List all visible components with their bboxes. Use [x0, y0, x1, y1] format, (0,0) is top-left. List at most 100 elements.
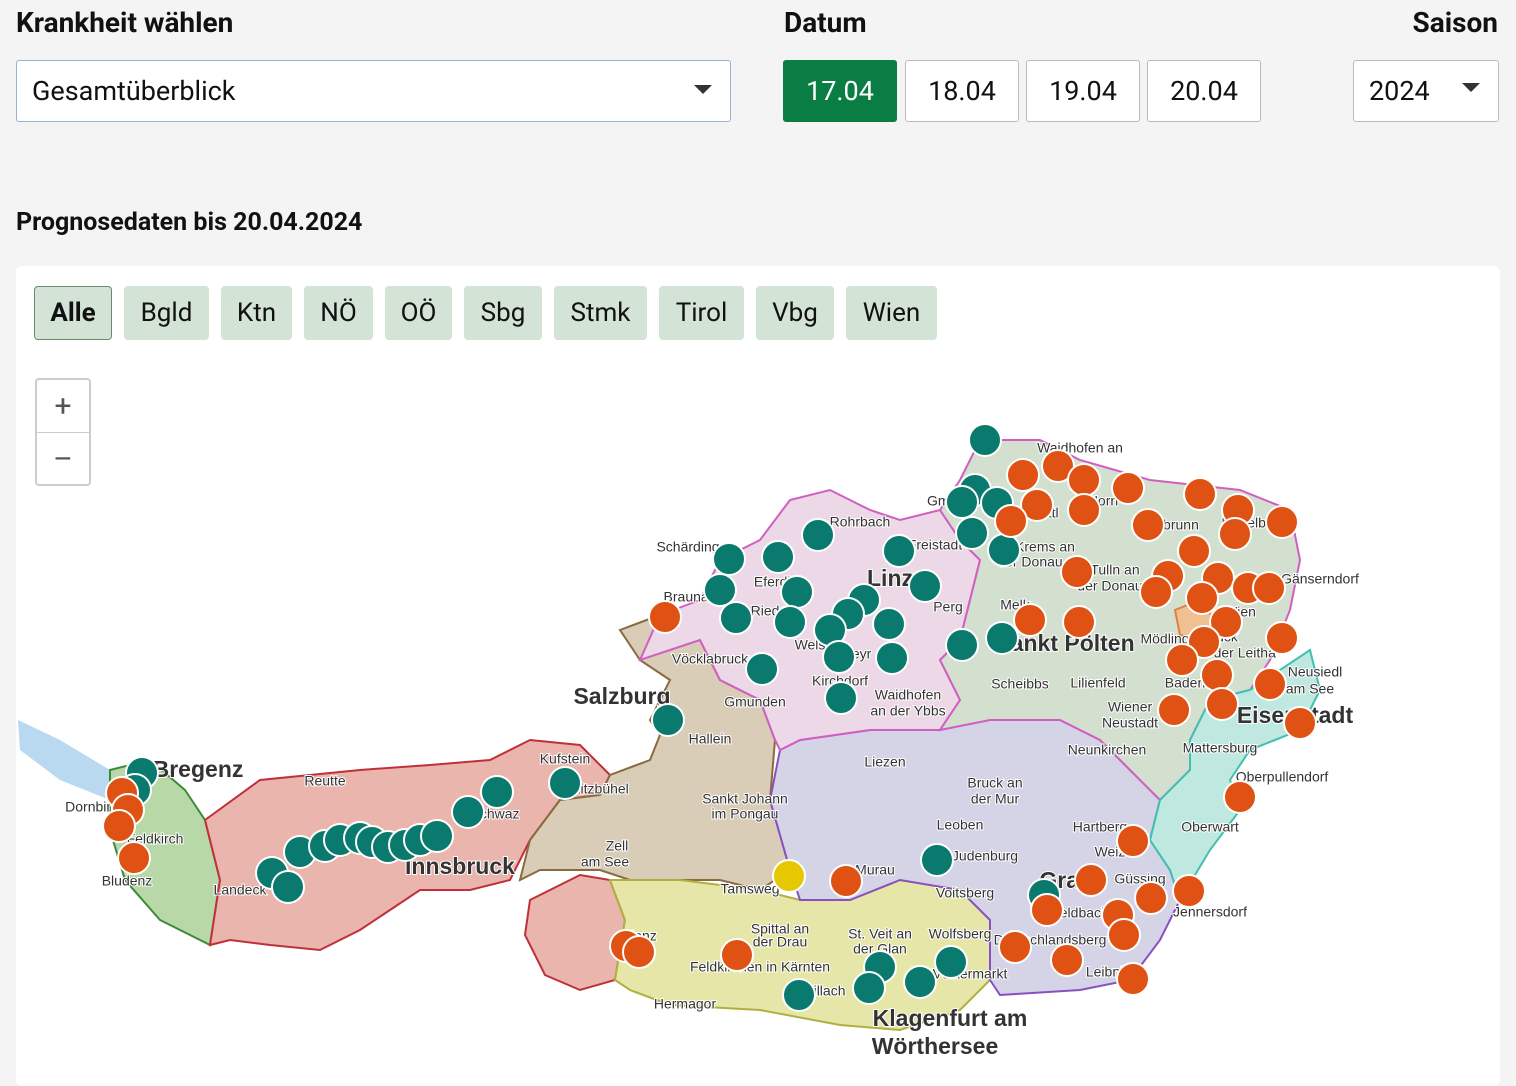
disease-select[interactable]: Gesamtüberblick [16, 60, 731, 122]
station-marker[interactable] [1187, 625, 1221, 659]
station-marker[interactable] [772, 859, 806, 893]
station-marker[interactable] [1006, 458, 1040, 492]
station-marker[interactable] [271, 870, 305, 904]
station-marker[interactable] [480, 775, 514, 809]
station-marker[interactable] [1253, 667, 1287, 701]
station-marker[interactable] [945, 628, 979, 662]
station-marker[interactable] [1131, 508, 1165, 542]
region-button[interactable]: Bgld [124, 286, 209, 340]
station-marker[interactable] [761, 540, 795, 574]
disease-value: Gesamtüberblick [32, 75, 236, 107]
station-marker[interactable] [1200, 658, 1234, 692]
station-marker[interactable] [882, 534, 916, 568]
region-button[interactable]: Wien [846, 286, 937, 340]
station-marker[interactable] [994, 504, 1028, 538]
station-marker[interactable] [782, 978, 816, 1012]
station-marker[interactable] [703, 573, 737, 607]
station-marker[interactable] [908, 569, 942, 603]
region-button[interactable]: Ktn [221, 286, 292, 340]
station-marker[interactable] [875, 641, 909, 675]
map-label: Feldkirchen in Kärnten [690, 959, 830, 975]
date-button[interactable]: 20.04 [1147, 60, 1261, 122]
station-marker[interactable] [648, 600, 682, 634]
station-marker[interactable] [1062, 605, 1096, 639]
station-marker[interactable] [1116, 824, 1150, 858]
station-marker[interactable] [1139, 575, 1173, 609]
station-marker[interactable] [998, 930, 1032, 964]
map-label: Hermagor [654, 996, 717, 1012]
region-button[interactable]: Sbg [464, 286, 542, 340]
station-marker[interactable] [1265, 621, 1299, 655]
station-marker[interactable] [622, 935, 656, 969]
station-marker[interactable] [1111, 471, 1145, 505]
station-marker[interactable] [1041, 449, 1075, 483]
station-marker[interactable] [1013, 603, 1047, 637]
station-marker[interactable] [1252, 571, 1286, 605]
station-marker[interactable] [420, 819, 454, 853]
station-marker[interactable] [1050, 943, 1084, 977]
map-label: Feldbach [1051, 905, 1109, 921]
station-marker[interactable] [1172, 874, 1206, 908]
station-marker[interactable] [987, 533, 1021, 567]
date-button[interactable]: 19.04 [1026, 60, 1140, 122]
station-marker[interactable] [712, 542, 746, 576]
station-marker[interactable] [822, 640, 856, 674]
station-marker[interactable] [1116, 962, 1150, 996]
station-marker[interactable] [934, 945, 968, 979]
date-button[interactable]: 18.04 [905, 60, 1019, 122]
zoom-in[interactable]: + [37, 380, 89, 433]
station-marker[interactable] [548, 766, 582, 800]
date-button[interactable]: 17.04 [783, 60, 897, 122]
station-marker[interactable] [829, 864, 863, 898]
season-label: Saison [1412, 6, 1498, 39]
station-marker[interactable] [920, 843, 954, 877]
region-button[interactable]: Tirol [659, 286, 744, 340]
station-marker[interactable] [955, 516, 989, 550]
station-marker[interactable] [852, 971, 886, 1005]
station-marker[interactable] [719, 601, 753, 635]
station-marker[interactable] [801, 518, 835, 552]
station-marker[interactable] [1185, 581, 1219, 615]
station-marker[interactable] [745, 652, 779, 686]
region-button[interactable]: OÖ [385, 286, 452, 340]
station-marker[interactable] [1177, 534, 1211, 568]
station-marker[interactable] [824, 681, 858, 715]
station-marker[interactable] [1205, 687, 1239, 721]
station-marker[interactable] [945, 485, 979, 519]
station-marker[interactable] [1060, 555, 1094, 589]
station-marker[interactable] [1165, 643, 1199, 677]
station-marker[interactable] [1283, 706, 1317, 740]
region-button[interactable]: Vbg [756, 286, 834, 340]
station-marker[interactable] [117, 841, 151, 875]
station-marker[interactable] [1218, 517, 1252, 551]
station-marker[interactable] [1030, 893, 1064, 927]
station-marker[interactable] [1020, 488, 1054, 522]
station-marker[interactable] [1107, 918, 1141, 952]
season-select[interactable]: 2024 [1353, 60, 1499, 122]
station-marker[interactable] [720, 938, 754, 972]
station-marker[interactable] [651, 703, 685, 737]
station-marker[interactable] [1074, 863, 1108, 897]
region-button[interactable]: Stmk [554, 286, 647, 340]
station-marker[interactable] [1223, 780, 1257, 814]
station-marker[interactable] [780, 575, 814, 609]
region-button[interactable]: Alle [34, 286, 112, 340]
station-marker[interactable] [1067, 493, 1101, 527]
station-marker[interactable] [1209, 605, 1243, 639]
station-marker[interactable] [903, 965, 937, 999]
station-marker[interactable] [773, 605, 807, 639]
map-label: St. Veit an [848, 926, 912, 942]
station-marker[interactable] [1134, 881, 1168, 915]
station-marker[interactable] [985, 621, 1019, 655]
station-marker[interactable] [872, 607, 906, 641]
station-marker[interactable] [1183, 477, 1217, 511]
station-marker[interactable] [1157, 693, 1191, 727]
station-marker[interactable] [451, 795, 485, 829]
station-marker[interactable] [102, 809, 136, 843]
region-button[interactable]: NÖ [304, 286, 373, 340]
zoom-out[interactable]: – [53, 441, 73, 477]
station-marker[interactable] [1265, 505, 1299, 539]
station-marker[interactable] [968, 423, 1002, 457]
station-marker[interactable] [1067, 463, 1101, 497]
